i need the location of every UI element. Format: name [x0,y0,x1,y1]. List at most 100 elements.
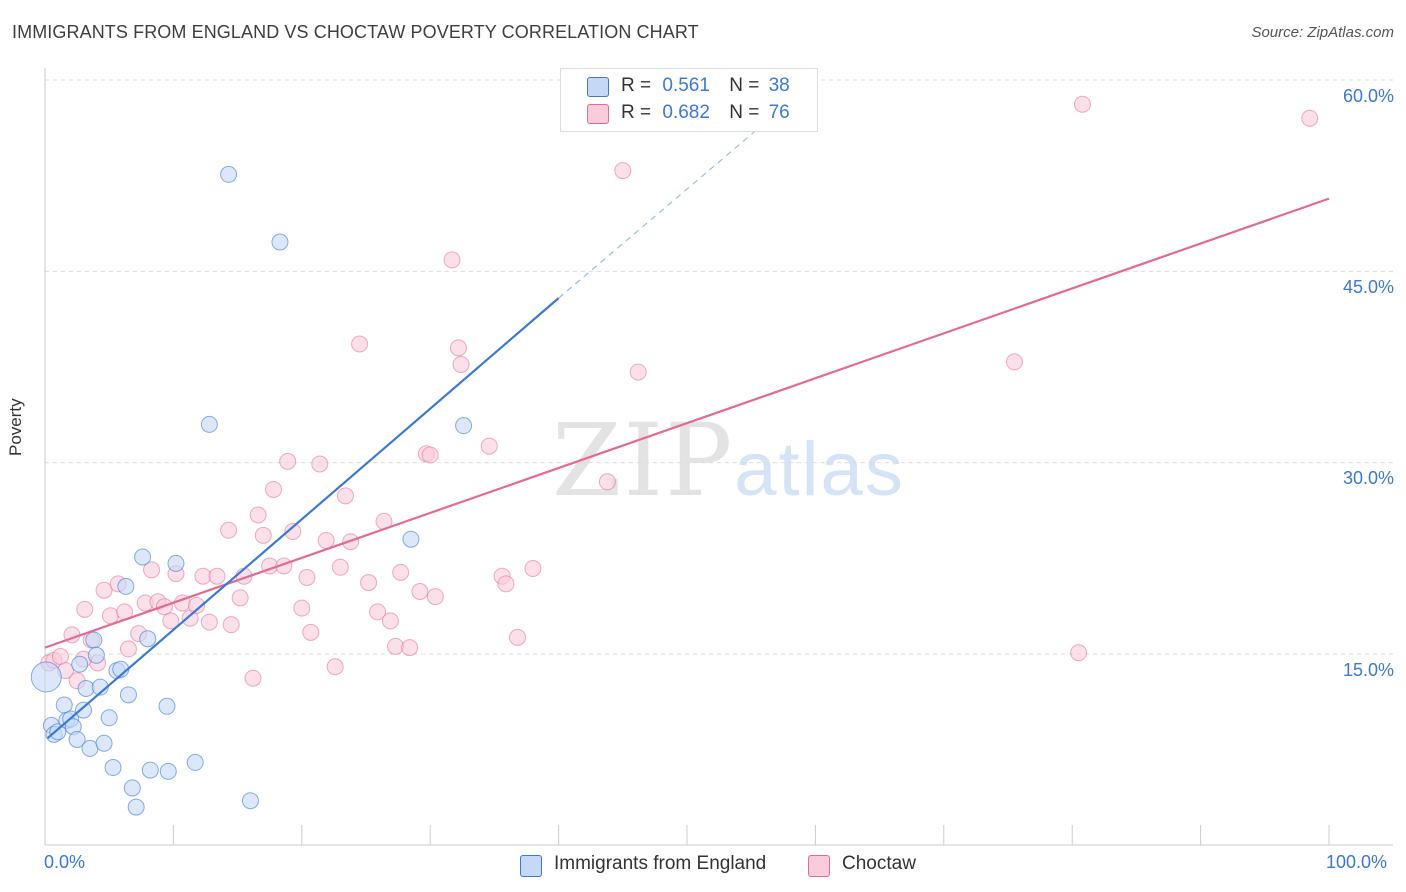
england-point [167,554,185,572]
choctaw-point [369,603,387,621]
grid [45,79,1393,655]
choctaw-point [254,526,272,544]
n-value: 76 [768,102,790,123]
choctaw-point [119,640,137,658]
n-label: N = [729,75,760,96]
choctaw-point [298,568,316,586]
england-point [71,655,89,673]
r-value: 0.561 [662,75,710,96]
england-point [186,753,204,771]
trend-lines [44,79,1330,740]
england-point [159,762,177,780]
choctaw-point [222,616,240,634]
legend-row-text: R = 0.561 N = 38 [621,75,790,97]
watermark-atlas: atlas [734,427,905,512]
england-point [402,530,420,548]
choctaw-point [293,599,311,617]
choctaw-point [598,473,616,491]
series-legend: Immigrants from England Choctaw [0,850,1406,880]
choctaw-point [311,455,329,473]
england-swatch [587,77,609,97]
choctaw-point [392,563,410,581]
england-point [87,646,105,664]
legend-label: Immigrants from England [554,853,767,874]
stats-legend: R = 0.561 N = 38 R = 0.682 N = 76 [560,68,818,132]
choctaw-point [231,589,249,607]
choctaw-point [426,588,444,606]
n-label: N = [729,102,760,123]
choctaw-point [284,523,302,541]
choctaw-point [443,251,461,269]
y-tick-label: 60.0% [1342,86,1394,106]
england-point [220,165,238,183]
choctaw-point [1005,353,1023,371]
choctaw-point [509,628,527,646]
choctaw-point [200,613,218,631]
choctaw-point [480,437,498,455]
england-points [30,165,473,816]
choctaw-point [387,637,405,655]
england-point [104,759,122,777]
y-tick-label: 45.0% [1342,277,1394,297]
choctaw-point [629,363,647,381]
source-label: Source: ZipAtlas.com [1251,24,1394,41]
x-tick-label: 100.0% [1326,852,1388,872]
choctaw-point [381,612,399,630]
england-point [81,739,99,757]
choctaw-point [95,581,113,599]
choctaw-point [326,658,344,676]
y-tick-label: 30.0% [1342,468,1394,488]
england-point [158,697,176,715]
england-point [77,679,95,697]
england-point [134,548,152,566]
england-point [139,630,157,648]
axes [44,68,1393,846]
choctaw-point [497,575,515,593]
choctaw-swatch [587,104,609,124]
choctaw-point [162,612,180,630]
x-tick-label: 0.0% [44,852,86,872]
choctaw-point [449,339,467,357]
choctaw-point [1070,644,1088,662]
england-point [117,577,135,595]
england-point [119,686,137,704]
england-point [30,661,62,693]
choctaw-point [401,639,419,657]
choctaw-point [76,600,94,618]
england-point [127,798,145,816]
choctaw-point [194,567,212,585]
choctaw-point [452,355,470,373]
england-point [123,779,141,797]
legend-row-text: R = 0.682 N = 76 [621,102,790,124]
choctaw-point [421,446,439,464]
choctaw-point [1073,95,1091,113]
england-point [85,631,103,649]
choctaw-points [40,95,1319,690]
england-point [68,730,86,748]
choctaw-point [360,574,378,592]
n-value: 38 [768,75,790,96]
choctaw-point [614,162,632,180]
choctaw-point [220,521,238,539]
choctaw-point [302,623,320,641]
choctaw-point [336,487,354,505]
choctaw-swatch [808,855,830,877]
england-point [241,792,259,810]
r-value: 0.682 [662,102,710,123]
choctaw-point [265,480,283,498]
r-label: R = [621,75,652,96]
england-point [49,723,67,741]
choctaw-point [143,561,161,579]
choctaw-point [317,531,335,549]
england-point [75,701,93,719]
choctaw-point [411,582,429,600]
england-point [100,709,118,727]
choctaw-point [188,597,206,615]
england-point [455,417,473,435]
choctaw-point [331,558,349,576]
choctaw-trend-line [44,197,1330,649]
england-point [141,761,159,779]
legend-label: Choctaw [842,853,916,874]
england-point [271,233,289,251]
